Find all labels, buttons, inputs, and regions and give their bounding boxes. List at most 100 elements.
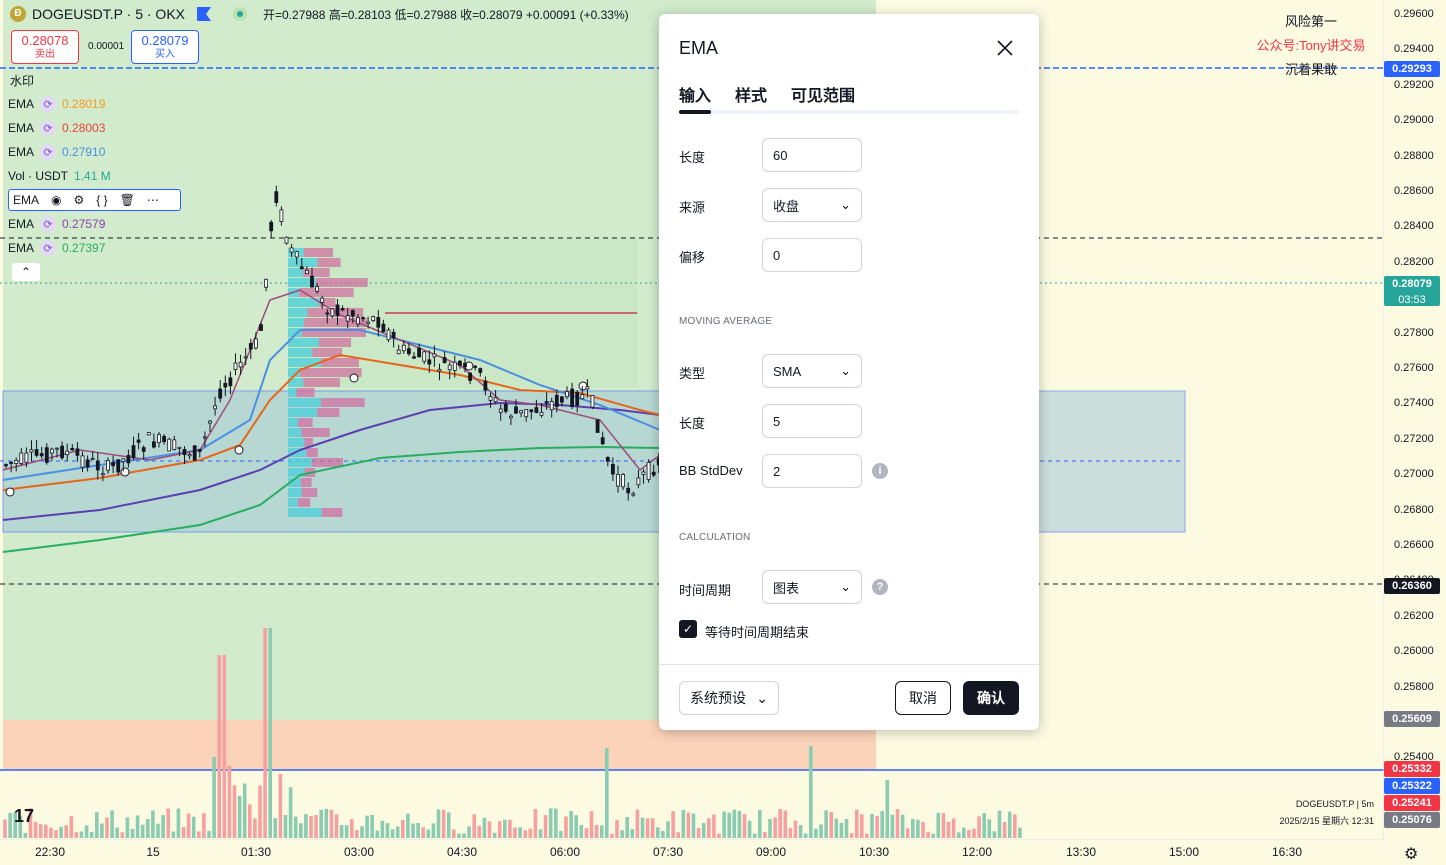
candle-body	[233, 362, 238, 370]
price-label-value: 0.29293	[1392, 63, 1432, 75]
watermark-legend[interactable]: 水印	[10, 74, 35, 88]
legend-value: 0.28003	[62, 121, 106, 135]
candle-body	[503, 403, 508, 412]
bb-stddev-input[interactable]: 2	[762, 454, 862, 488]
legend-row[interactable]: Vol · USDT 1.41 M	[8, 166, 111, 186]
volume-bar	[492, 832, 497, 838]
volume-bar	[747, 820, 752, 838]
refresh-icon[interactable]: ⟳	[40, 240, 57, 256]
settings-gear-icon[interactable]: ⚙	[1404, 846, 1419, 863]
flag-icon[interactable]	[197, 7, 211, 21]
profile-bar-up	[288, 438, 305, 447]
volume-bar	[635, 809, 640, 838]
wait-checkbox[interactable]: ✓	[679, 620, 697, 638]
symbol-header[interactable]: Ð DOGEUSDT.P · 5 · OKX 开=0.27988 高=0.281…	[10, 4, 629, 24]
refresh-icon[interactable]: ⟳	[40, 216, 57, 232]
price-tick: 0.29000	[1394, 114, 1434, 127]
refresh-icon[interactable]: ⟳	[40, 96, 57, 112]
legend-row[interactable]: EMA ⟳ 0.28003	[8, 118, 105, 138]
candle-body	[75, 448, 80, 456]
source-code-icon[interactable]: { }	[96, 193, 108, 207]
tab-style[interactable]: 样式	[735, 88, 768, 105]
eye-icon[interactable]: ◉	[51, 193, 62, 207]
legend-row[interactable]: EMA ⟳ 0.27579	[8, 214, 105, 234]
volume-bar	[350, 819, 354, 838]
volume-bar	[605, 748, 609, 838]
price-tick: 0.26600	[1394, 539, 1434, 551]
tab-inputs[interactable]: 输入	[679, 88, 712, 105]
candle-body	[600, 437, 605, 445]
volume-bar	[569, 811, 573, 838]
delete-icon[interactable]: 🗑	[119, 193, 135, 207]
volume-bar	[783, 810, 788, 838]
tab-visibility[interactable]: 可见范围	[791, 88, 856, 105]
candle-body	[187, 453, 192, 457]
volume-bar	[84, 825, 89, 838]
profile-bar-up	[288, 268, 304, 277]
candle-body	[641, 471, 646, 475]
refresh-icon[interactable]: ⟳	[40, 144, 57, 160]
volume-bar	[370, 814, 374, 838]
close-icon[interactable]	[993, 36, 1017, 60]
ma-type-select[interactable]: SMA ⌄	[762, 354, 862, 388]
volume-bar	[44, 824, 48, 838]
volume-bar	[365, 815, 369, 838]
info-icon[interactable]: i	[872, 463, 888, 479]
volume-bar	[788, 828, 793, 838]
timeframe-value: 图表	[773, 580, 800, 596]
sell-button[interactable]: 0.28078 卖出	[11, 30, 79, 64]
volume-bar	[758, 809, 762, 838]
legend-row-selected[interactable]: EMA ◉ ⚙ { } 🗑 ⋯	[8, 189, 181, 211]
candle-body	[289, 247, 294, 253]
price-tick: 0.27000	[1394, 468, 1434, 481]
profile-bar-up	[288, 358, 321, 367]
source-select[interactable]: 收盘 ⌄	[762, 188, 862, 222]
collapse-legend-icon[interactable]: ⌃	[12, 263, 40, 281]
candle-body	[50, 448, 54, 454]
volume-bar	[737, 810, 742, 838]
settings-icon[interactable]: ⚙	[73, 193, 85, 207]
candle-body	[34, 449, 39, 456]
timeframe-select[interactable]: 图表 ⌄	[762, 570, 862, 604]
volume-bar	[656, 827, 660, 838]
buy-button[interactable]: 0.28079 买入	[131, 30, 199, 64]
volume-bar	[819, 824, 823, 838]
candle-body	[167, 438, 172, 452]
candle-body	[146, 432, 151, 436]
volume-bar	[95, 812, 99, 838]
legend-row[interactable]: EMA ⟳ 0.27910	[8, 142, 105, 162]
volume-bar	[809, 746, 813, 838]
volume-bar	[885, 780, 890, 838]
volume-bar	[212, 756, 216, 838]
volume-bar	[921, 821, 925, 838]
price-label: 0.25076	[1384, 812, 1440, 828]
candle-body	[259, 324, 263, 331]
tradingview-logo-icon[interactable]: 17	[14, 806, 35, 826]
candle-body	[452, 361, 457, 371]
refresh-icon[interactable]: ⟳	[40, 120, 57, 136]
volume-bar	[666, 821, 670, 838]
price-tick: 0.28800	[1394, 149, 1434, 162]
volume-bar	[263, 628, 267, 838]
offset-input[interactable]: 0	[762, 238, 862, 272]
signal-marker	[349, 373, 359, 383]
more-icon[interactable]: ⋯	[146, 193, 159, 207]
candle-body	[95, 460, 100, 471]
legend-row[interactable]: EMA ⟳ 0.28019	[8, 94, 105, 114]
candle-body	[570, 388, 574, 407]
ok-button[interactable]: 确认	[963, 681, 1019, 715]
preset-dropdown[interactable]: 系统预设 ⌄	[679, 681, 779, 715]
volume-bar	[3, 819, 7, 838]
length-input[interactable]: 60	[762, 138, 862, 172]
legend-row[interactable]: EMA ⟳ 0.27397	[8, 238, 105, 258]
volume-bar	[814, 828, 818, 838]
volume-bar	[472, 814, 476, 838]
cancel-button[interactable]: 取消	[895, 681, 951, 715]
help-icon[interactable]: ?	[872, 579, 888, 595]
candle-body	[350, 310, 355, 317]
symbol-title[interactable]: DOGEUSDT.P · 5 · OKX	[32, 6, 185, 22]
volume-bar	[584, 828, 589, 838]
watermark-line-3: 沉着果敢	[1284, 62, 1337, 77]
ma-length-input[interactable]: 5	[762, 404, 862, 438]
candle-body	[264, 278, 269, 288]
